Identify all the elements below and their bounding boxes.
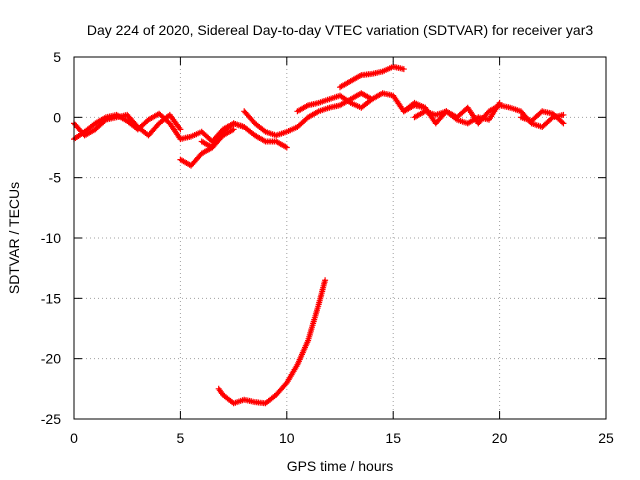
y-tick-label: -15 [41, 290, 61, 306]
x-tick-label: 15 [385, 430, 401, 446]
x-tick-label: 0 [70, 430, 78, 446]
y-tick-label: 0 [53, 109, 61, 125]
x-tick-label: 25 [598, 430, 614, 446]
data-points [71, 63, 567, 407]
data-point-markers [411, 99, 503, 127]
data-point-markers [517, 108, 567, 127]
y-tick-label: -10 [41, 230, 61, 246]
ticks: 0 5 10 15 20 25 -25 -20 -15 -10 -5 0 5 [41, 49, 614, 446]
y-tick-label: -25 [41, 411, 61, 427]
series-track-5 [241, 90, 375, 139]
y-tick-label: 5 [53, 49, 61, 65]
series-track-4 [198, 120, 290, 151]
data-point-markers [198, 120, 290, 151]
x-tick-label: 20 [492, 430, 508, 446]
series-track-11 [517, 108, 567, 127]
data-point-markers [215, 277, 329, 407]
series-track-2 [71, 111, 184, 139]
x-tick-label: 10 [279, 430, 295, 446]
data-point-markers [337, 63, 407, 91]
y-tick-label: -5 [49, 170, 62, 186]
y-tick-label: -20 [41, 351, 61, 367]
series-track-7 [337, 63, 407, 91]
series-track-9 [411, 99, 503, 127]
data-point-markers [241, 90, 375, 139]
x-axis-label: GPS time / hours [287, 458, 394, 474]
y-axis-label: SDTVAR / TECUs [6, 182, 22, 294]
chart-title: Day 224 of 2020, Sidereal Day-to-day VTE… [87, 22, 593, 38]
series-track-12 [215, 277, 329, 407]
x-tick-label: 5 [177, 430, 185, 446]
